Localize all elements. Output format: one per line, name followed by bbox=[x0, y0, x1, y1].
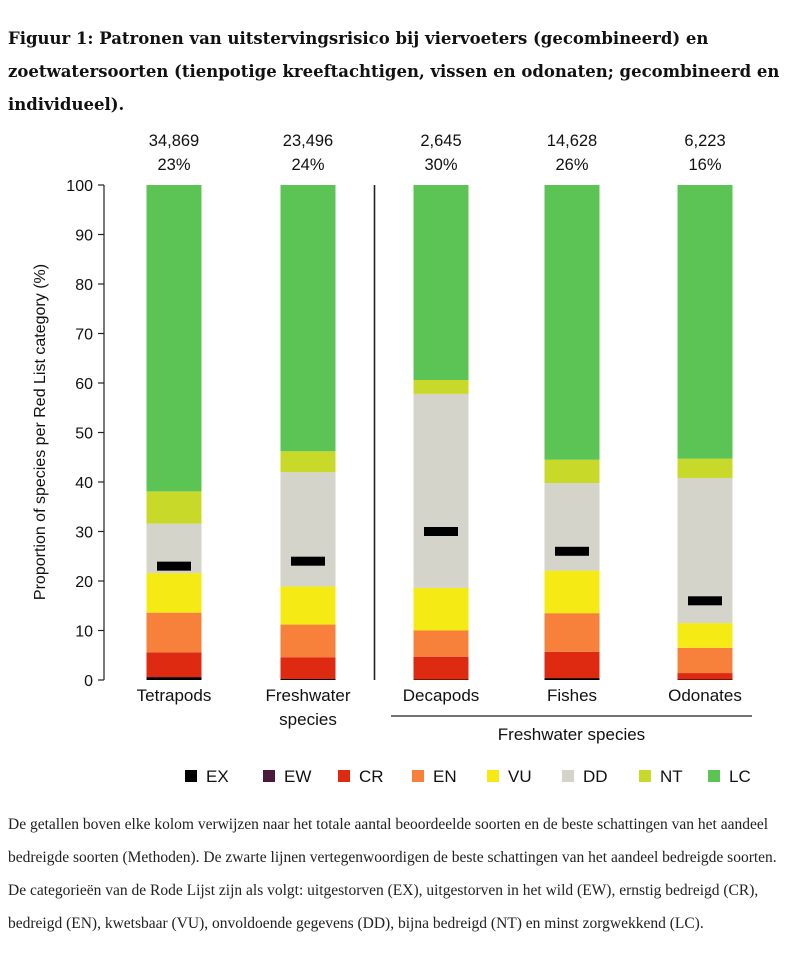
best-estimate-marker bbox=[424, 527, 458, 536]
bar-segment-ex bbox=[280, 679, 336, 680]
best-estimate-marker bbox=[157, 561, 191, 571]
legend-swatch-cr bbox=[338, 770, 350, 782]
bar-segment-lc bbox=[413, 185, 469, 381]
bar-segment-vu bbox=[544, 570, 600, 614]
bar-segment-lc bbox=[146, 185, 202, 492]
x-category-label: Tetrapods bbox=[137, 686, 212, 705]
y-tick-label: 90 bbox=[75, 228, 93, 245]
figure-title: Figuur 1: Patronen van uitstervingsrisic… bbox=[8, 29, 780, 114]
bar-segment-en bbox=[280, 624, 336, 658]
column-total-count: 6,223 bbox=[684, 132, 725, 150]
figure-description: De getallen boven elke kolom verwijzen n… bbox=[8, 816, 777, 932]
bar-segment-nt bbox=[544, 459, 600, 483]
bar-segment-dd bbox=[544, 482, 600, 571]
x-category-label: Freshwater bbox=[265, 686, 350, 705]
legend-swatch-ew bbox=[263, 770, 275, 782]
legend-swatch-vu bbox=[487, 770, 499, 782]
bar-segment-cr bbox=[413, 656, 469, 680]
best-estimate-marker bbox=[688, 596, 722, 606]
column-threatened-percent: 30% bbox=[424, 156, 457, 174]
y-axis: 0 10 20 30 40 50 60 70 80 90 100 bbox=[66, 178, 105, 690]
legend-label-en: EN bbox=[433, 767, 457, 786]
column-total-count: 34,869 bbox=[149, 132, 199, 150]
column-threatened-percent: 24% bbox=[291, 156, 324, 174]
legend-label-ew: EW bbox=[284, 767, 311, 786]
bar-segment-dd bbox=[413, 393, 469, 588]
legend-swatch-dd bbox=[562, 770, 574, 782]
bar-segment-nt bbox=[280, 451, 336, 473]
y-tick-label: 10 bbox=[75, 624, 93, 641]
bar-segment-lc bbox=[544, 185, 600, 460]
bar-segment-cr bbox=[677, 673, 733, 680]
bar-segment-dd bbox=[280, 472, 336, 587]
column-total-count: 2,645 bbox=[420, 132, 461, 150]
stacked-bar-chart: 0 10 20 30 40 50 60 70 80 90 100 Proportion of spe… bbox=[32, 132, 752, 786]
y-tick-label: 70 bbox=[75, 327, 93, 344]
bar-segment-vu bbox=[280, 586, 336, 625]
bar-segment-nt bbox=[146, 491, 202, 524]
legend-label-vu: VU bbox=[508, 767, 532, 786]
bar-segment-en bbox=[677, 647, 733, 674]
column-totals: 34,869 23% 23,496 24% 2,645 30% 14,628 26% 6,223… bbox=[149, 132, 726, 174]
bar-segment-en bbox=[544, 613, 600, 652]
bar-segment-vu bbox=[677, 623, 733, 648]
y-tick-label: 0 bbox=[84, 673, 93, 690]
x-category-label: Decapods bbox=[403, 686, 480, 705]
bar-segment-ex bbox=[146, 677, 202, 680]
y-tick-label: 50 bbox=[75, 426, 93, 443]
legend-swatch-en bbox=[412, 770, 424, 782]
y-tick-label: 20 bbox=[75, 574, 93, 591]
legend-swatch-ex bbox=[185, 770, 197, 782]
bars-layer bbox=[146, 185, 733, 680]
bar-segment-nt bbox=[413, 380, 469, 394]
group-bracket: Freshwater species bbox=[391, 715, 752, 744]
column-threatened-percent: 23% bbox=[157, 156, 190, 174]
legend-label-cr: CR bbox=[359, 767, 384, 786]
legend-label-nt: NT bbox=[660, 767, 683, 786]
x-axis-labels: Tetrapods Freshwater species Decapods Fishes… bbox=[137, 686, 742, 729]
x-category-label: Odonates bbox=[668, 686, 742, 705]
x-category-label: Fishes bbox=[547, 686, 597, 705]
best-estimate-marker bbox=[291, 556, 325, 566]
bar-segment-nt bbox=[677, 458, 733, 479]
x-category-label: species bbox=[279, 710, 337, 729]
bar-segment-cr bbox=[146, 652, 202, 678]
y-tick-label: 100 bbox=[66, 178, 93, 195]
group-label: Freshwater species bbox=[498, 725, 645, 744]
bar-segment-lc bbox=[677, 185, 733, 459]
column-total-count: 23,496 bbox=[283, 132, 333, 150]
bar-segment-cr bbox=[280, 657, 336, 680]
y-tick-label: 30 bbox=[75, 525, 93, 542]
column-total-count: 14,628 bbox=[547, 132, 597, 150]
legend: EX EW CR EN VU DD NT LC bbox=[185, 767, 751, 786]
bar-segment-en bbox=[413, 630, 469, 657]
bar-segment-ex bbox=[544, 678, 600, 680]
y-axis-label: Proportion of species per Red List categ… bbox=[32, 264, 49, 600]
y-tick-label: 40 bbox=[75, 475, 93, 492]
column-threatened-percent: 16% bbox=[688, 156, 721, 174]
legend-swatch-nt bbox=[639, 770, 651, 782]
column-threatened-percent: 26% bbox=[555, 156, 588, 174]
bar-segment-vu bbox=[146, 573, 202, 613]
legend-label-ex: EX bbox=[206, 767, 229, 786]
bar-segment-lc bbox=[280, 185, 336, 452]
legend-label-lc: LC bbox=[729, 767, 751, 786]
legend-label-dd: DD bbox=[583, 767, 608, 786]
bar-segment-cr bbox=[544, 651, 600, 679]
y-tick-label: 60 bbox=[75, 376, 93, 393]
legend-swatch-lc bbox=[708, 770, 720, 782]
bar-segment-en bbox=[146, 612, 202, 653]
y-tick-label: 80 bbox=[75, 277, 93, 294]
best-estimate-marker bbox=[555, 546, 589, 556]
bar-segment-vu bbox=[413, 587, 469, 631]
